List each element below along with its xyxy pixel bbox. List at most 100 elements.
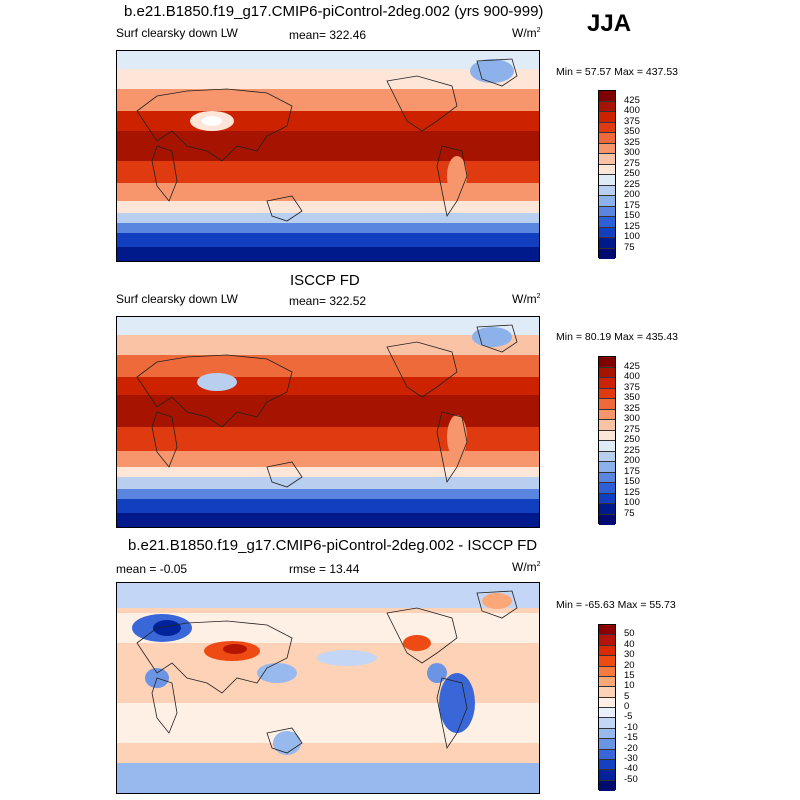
colorbar-swatch — [599, 399, 615, 410]
colorbar-swatch — [599, 164, 615, 175]
panel1-units: W/m2 — [512, 26, 541, 40]
colorbar-tick-label: 275 — [624, 423, 640, 435]
colorbar-swatch — [599, 238, 615, 249]
colorbar-tick-label: 100 — [624, 231, 640, 242]
colorbar-swatch — [599, 196, 615, 207]
colorbar-swatch — [599, 770, 615, 781]
colorbar-swatch — [599, 656, 615, 667]
colorbar-swatch — [599, 430, 615, 441]
colorbar-tick-label: 325 — [624, 402, 640, 414]
panel2-units: W/m2 — [512, 292, 541, 306]
coastlines — [136, 324, 518, 488]
colorbar-tick-label: 150 — [624, 476, 640, 487]
panel1-mean-label: mean= 322.46 — [289, 28, 367, 42]
colorbar-tick-label: 125 — [624, 220, 640, 232]
panel3-map — [116, 582, 540, 794]
colorbar-swatch — [599, 676, 615, 688]
colorbar-tick-label: 125 — [624, 486, 640, 498]
colorbar-swatch — [599, 666, 615, 677]
colorbar-tick-label: 200 — [624, 189, 640, 200]
colorbar-swatch — [599, 708, 615, 719]
colorbar-swatch — [599, 451, 615, 462]
colorbar-tick-label: 15 — [624, 669, 635, 681]
colorbar-swatch — [599, 780, 615, 791]
season-label: JJA — [587, 10, 632, 37]
colorbar-tick-label: 225 — [624, 444, 640, 456]
colorbar-tick-label: 350 — [624, 126, 640, 137]
colorbar-swatch — [599, 759, 615, 771]
panel1-title: b.e21.B1850.f19_g17.CMIP6-piControl-2deg… — [124, 3, 544, 20]
panel3-title: b.e21.B1850.f19_g17.CMIP6-piControl-2deg… — [128, 537, 538, 554]
panel3-rmse-label: rmse = 13.44 — [289, 562, 360, 576]
colorbar-swatch — [599, 483, 615, 494]
colorbar-tick-label: 20 — [624, 659, 635, 671]
panel3-units: W/m2 — [512, 560, 541, 574]
colorbar-swatch — [599, 718, 615, 729]
colorbar-tick-label: -10 — [624, 721, 638, 733]
panel1-map — [116, 50, 540, 262]
colorbar-swatch — [599, 122, 615, 133]
colorbar-swatch — [599, 227, 615, 238]
colorbar-tick-label: 400 — [624, 105, 640, 116]
colorbar-swatch — [599, 462, 615, 473]
colorbar-swatch — [599, 687, 615, 698]
colorbar-tick-label: 50 — [624, 628, 635, 640]
colorbar-tick-label: 10 — [624, 680, 635, 692]
colorbar-swatch — [599, 625, 615, 636]
colorbar-swatch — [599, 420, 615, 431]
colorbar-tick-label: 375 — [624, 115, 640, 127]
coastlines — [136, 58, 518, 222]
colorbar-tick-label: 225 — [624, 178, 640, 190]
colorbar-swatch — [599, 514, 615, 525]
colorbar-swatch — [599, 175, 615, 186]
colorbar-tick-label: 250 — [624, 434, 640, 445]
colorbar-tick-label: 350 — [624, 392, 640, 403]
panel3-mean-label: mean = -0.05 — [116, 562, 188, 576]
coastlines — [136, 590, 518, 754]
colorbar-tick-label: 325 — [624, 136, 640, 148]
colorbar-swatch — [599, 154, 615, 165]
colorbar-swatch — [599, 357, 615, 368]
colorbar-tick-label: -15 — [624, 732, 638, 744]
colorbar-swatch — [599, 388, 615, 399]
colorbar-tick-label: 150 — [624, 210, 640, 221]
panel2-mean-label: mean= 322.52 — [289, 294, 367, 308]
colorbar-tick-label: 250 — [624, 168, 640, 179]
colorbar-swatch — [599, 112, 615, 123]
colorbar-tick-label: 75 — [624, 241, 635, 253]
colorbar-tick-label: 425 — [624, 94, 640, 106]
colorbar-tick-label: 425 — [624, 360, 640, 372]
panel1-minmax: Min = 57.57 Max = 437.53 — [556, 66, 678, 78]
panel3-minmax: Min = -65.63 Max = 55.73 — [556, 599, 676, 611]
colorbar-tick-label: -40 — [624, 763, 638, 775]
colorbar-tick-label: 200 — [624, 455, 640, 466]
colorbar-swatch — [599, 749, 615, 760]
panel3-colorbar — [598, 624, 616, 791]
panel2-variable-label: Surf clearsky down LW — [116, 292, 238, 306]
colorbar-swatch — [599, 248, 615, 259]
colorbar-swatch — [599, 739, 615, 750]
panel1-variable-label: Surf clearsky down LW — [116, 26, 238, 40]
colorbar-swatch — [599, 728, 615, 740]
colorbar-swatch — [599, 409, 615, 420]
colorbar-swatch — [599, 504, 615, 515]
colorbar-tick-label: -5 — [624, 711, 633, 723]
panel1-colorbar — [598, 90, 616, 259]
colorbar-swatch — [599, 133, 615, 144]
colorbar-swatch — [599, 185, 615, 196]
colorbar-swatch — [599, 635, 615, 646]
colorbar-tick-label: 400 — [624, 371, 640, 382]
colorbar-swatch — [599, 206, 615, 217]
panel2-colorbar — [598, 356, 616, 525]
colorbar-swatch — [599, 367, 615, 378]
colorbar-tick-label: -20 — [624, 742, 638, 754]
colorbar-swatch — [599, 441, 615, 452]
panel2-minmax: Min = 80.19 Max = 435.43 — [556, 331, 678, 343]
colorbar-swatch — [599, 493, 615, 504]
colorbar-tick-label: 175 — [624, 465, 640, 477]
colorbar-tick-label: -30 — [624, 752, 638, 764]
colorbar-swatch — [599, 697, 615, 708]
colorbar-swatch — [599, 91, 615, 102]
colorbar-swatch — [599, 101, 615, 112]
colorbar-tick-label: 30 — [624, 649, 635, 661]
